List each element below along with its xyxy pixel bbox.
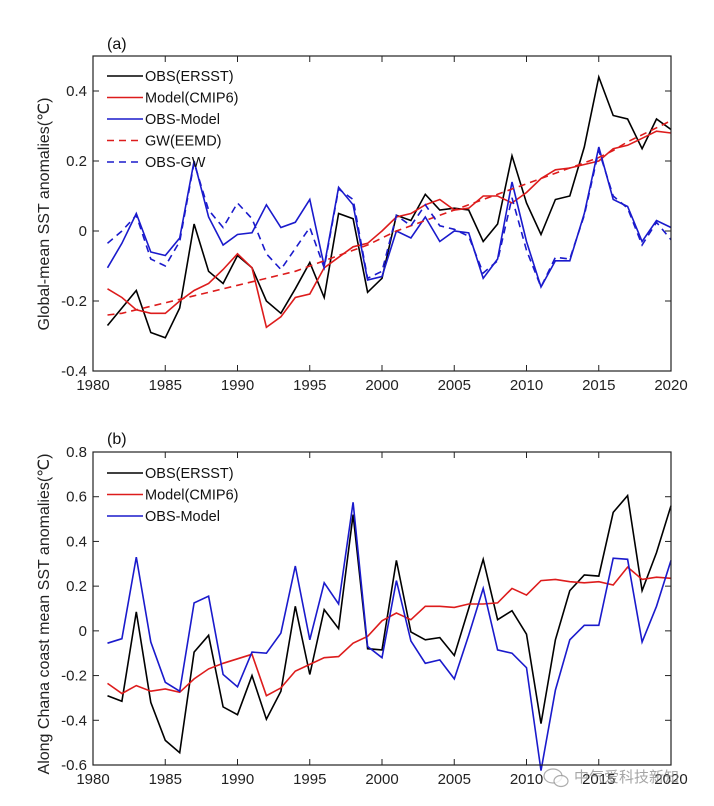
series-line-model-cmip6 — [107, 130, 672, 329]
x-tick-label: 2005 — [438, 771, 471, 788]
series-line-model-cmip6 — [107, 565, 672, 697]
x-tick-label: 2015 — [582, 771, 615, 788]
x-tick-label: 1980 — [76, 771, 109, 788]
x-tick-label: 1990 — [221, 771, 254, 788]
series-line-obs-model — [107, 502, 672, 771]
legend-label: OBS(ERSST) — [145, 466, 234, 482]
watermark: 中气爱科技新知 — [543, 768, 679, 788]
panel-b-series-group — [107, 493, 672, 771]
legend-item: OBS-Model — [107, 509, 220, 525]
wechat-bubble-icon — [543, 768, 569, 788]
y-tick-label: 0.6 — [66, 489, 87, 506]
panel-b: (b) -0.6-0.4-0.200.20.40.60.8 1980 1985 19… — [36, 431, 688, 788]
x-tick-label: 2000 — [365, 377, 398, 394]
series-line-obs-gw — [106, 147, 672, 289]
legend-label: OBS-GW — [145, 155, 206, 171]
series-line-obs-model — [106, 146, 672, 290]
legend-item: Model(CMIP6) — [107, 488, 238, 504]
legend-label: GW(EEMD) — [145, 134, 222, 150]
legend-label: OBS-Model — [145, 112, 220, 128]
x-tick-label: 1995 — [293, 377, 326, 394]
panel-b-y-axis-label: Along Chana coast mean SST anomalies(℃) — [36, 454, 53, 775]
panel-a-y-axis-label: Global-mean SST anomalies(℃) — [36, 98, 53, 331]
legend-item: OBS(ERSST) — [107, 466, 234, 482]
x-tick-label: 1985 — [149, 377, 182, 394]
series-line-gw-eemd — [107, 119, 672, 316]
legend-item: OBS-Model — [107, 112, 220, 128]
x-tick-label: 2020 — [654, 771, 687, 788]
x-tick-label: 1990 — [221, 377, 254, 394]
watermark-text: 中气爱科技新知 — [574, 768, 679, 786]
x-tick-label: 2015 — [582, 377, 615, 394]
panel-a: (a) -0.4 -0.2 0 0.2 0.4 1980 1985 1990 1995 2000… — [36, 36, 688, 394]
y-tick-label: 0 — [79, 223, 87, 240]
panel-a-x-axis: 1980 1985 1990 1995 2000 2005 2010 2015 2020 — [76, 56, 688, 394]
y-tick-label: -0.4 — [61, 363, 87, 380]
legend-item: OBS-GW — [107, 155, 206, 171]
y-tick-label: -0.4 — [61, 712, 87, 729]
x-tick-label: 2005 — [438, 377, 471, 394]
y-tick-label: -0.6 — [61, 757, 87, 774]
series-line-obs-ersst — [107, 493, 672, 755]
legend-item: GW(EEMD) — [107, 134, 222, 150]
legend-label: Model(CMIP6) — [145, 91, 238, 107]
panel-a-series-group — [106, 74, 672, 339]
panel-a-label: (a) — [107, 36, 127, 53]
y-tick-label: -0.2 — [61, 668, 87, 685]
y-tick-label: 0.4 — [66, 533, 87, 550]
panel-a-legend: OBS(ERSST) Model(CMIP6) OBS-Model GW(EEMD) O… — [107, 69, 238, 171]
legend-label: Model(CMIP6) — [145, 488, 238, 504]
y-tick-label: 0 — [79, 623, 87, 640]
x-tick-label: 2010 — [510, 377, 543, 394]
y-tick-label: 0.4 — [66, 83, 87, 100]
legend-item: OBS(ERSST) — [107, 69, 234, 85]
x-tick-label: 1995 — [293, 771, 326, 788]
x-tick-label: 2000 — [365, 771, 398, 788]
series-line-obs-ersst — [106, 74, 672, 339]
panel-b-label: (b) — [107, 431, 127, 448]
legend-label: OBS-Model — [145, 509, 220, 525]
x-tick-label: 2020 — [654, 377, 687, 394]
legend-label: OBS(ERSST) — [145, 69, 234, 85]
panel-b-x-axis: 1980 1985 1990 1995 2000 2005 2010 2015 2020 — [76, 452, 688, 788]
y-tick-label: 0.2 — [66, 578, 87, 595]
x-tick-label: 1985 — [149, 771, 182, 788]
y-tick-label: 0.2 — [66, 153, 87, 170]
panel-b-y-axis: -0.6 -0.4 -0.2 0 0.2 0.4 0.6 0.8 — [61, 444, 671, 774]
x-tick-label: 1980 — [76, 377, 109, 394]
panel-a-y-axis: -0.4 -0.2 0 0.2 0.4 — [61, 83, 671, 380]
y-tick-label: 0.8 — [66, 444, 87, 461]
x-tick-label: 2010 — [510, 771, 543, 788]
panel-b-legend: OBS(ERSST) Model(CMIP6) OBS-Model — [107, 466, 238, 525]
y-tick-label: -0.2 — [61, 293, 87, 310]
legend-item: Model(CMIP6) — [107, 91, 238, 107]
